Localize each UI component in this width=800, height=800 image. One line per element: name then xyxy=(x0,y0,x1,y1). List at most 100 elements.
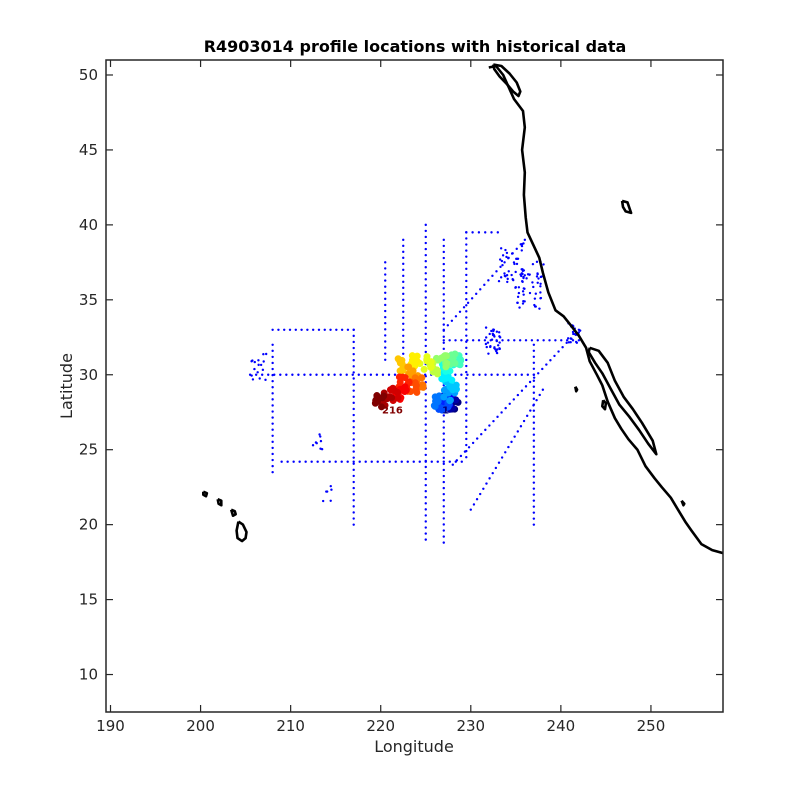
historical-point xyxy=(454,373,457,376)
historical-point xyxy=(402,322,405,325)
historical-point xyxy=(466,301,470,305)
historical-point xyxy=(532,373,536,376)
coastline-layer xyxy=(202,63,723,555)
historical-point xyxy=(532,475,536,478)
historical-point xyxy=(442,535,445,538)
historical-point xyxy=(465,285,468,289)
historical-point xyxy=(317,328,321,331)
historical-point xyxy=(352,505,355,508)
historical-point xyxy=(352,395,355,398)
historical-point xyxy=(504,248,507,252)
historical-point xyxy=(484,231,487,234)
historical-point xyxy=(384,303,387,307)
historical-point xyxy=(532,427,536,430)
historical-point xyxy=(500,259,504,263)
historical-point xyxy=(465,358,468,362)
historical-point xyxy=(501,263,504,267)
historical-point xyxy=(352,419,355,423)
historical-point xyxy=(306,328,309,331)
float-profile-point xyxy=(391,387,399,395)
historical-point xyxy=(526,373,530,376)
float-profile-point xyxy=(433,368,441,376)
historical-point xyxy=(490,338,494,341)
historical-point xyxy=(560,339,563,342)
historical-point xyxy=(424,520,427,523)
historical-point xyxy=(526,273,530,276)
historical-point xyxy=(424,235,427,239)
historical-point xyxy=(465,370,468,374)
historical-point xyxy=(532,511,536,514)
historical-point xyxy=(402,346,405,349)
historical-point xyxy=(424,483,427,487)
historical-point xyxy=(424,229,427,233)
historical-point xyxy=(352,340,355,344)
float-profile-point xyxy=(380,392,388,400)
historical-point xyxy=(384,315,387,319)
historical-point xyxy=(424,477,427,481)
historical-point xyxy=(442,499,445,502)
historical-point xyxy=(575,341,579,345)
historical-point xyxy=(442,317,445,320)
historical-point xyxy=(484,428,487,432)
historical-point xyxy=(472,503,476,506)
historical-point xyxy=(384,273,387,276)
historical-point xyxy=(465,395,468,398)
historical-point xyxy=(319,435,322,438)
historical-point xyxy=(531,281,534,284)
historical-point xyxy=(501,339,504,342)
historical-point xyxy=(352,413,355,417)
historical-point xyxy=(554,339,557,342)
historical-point xyxy=(424,465,427,469)
coastline-guadalupe-island xyxy=(574,386,579,393)
historical-point xyxy=(384,358,387,361)
historical-point xyxy=(311,444,315,447)
historical-point xyxy=(271,428,274,431)
historical-point xyxy=(460,339,463,342)
y-tick-label: 45 xyxy=(79,141,98,159)
historical-point xyxy=(529,409,532,412)
historical-point xyxy=(424,314,427,317)
historical-point xyxy=(352,407,355,411)
historical-point xyxy=(334,460,337,463)
historical-point xyxy=(442,505,445,508)
historical-point xyxy=(465,334,468,337)
historical-point xyxy=(352,468,355,472)
historical-point xyxy=(442,323,445,326)
historical-point xyxy=(500,411,503,414)
historical-point xyxy=(506,277,509,281)
historical-point xyxy=(442,341,445,345)
historical-point xyxy=(498,341,501,344)
x-axis-label: Longitude xyxy=(374,737,454,756)
historical-point xyxy=(424,399,427,402)
y-tick-label: 25 xyxy=(79,441,98,459)
float-profile-point xyxy=(418,374,426,382)
historical-point xyxy=(532,439,536,442)
historical-point xyxy=(510,252,514,255)
historical-point xyxy=(496,373,499,376)
historical-point xyxy=(515,247,518,251)
historical-point xyxy=(339,373,342,376)
historical-point xyxy=(424,266,427,269)
historical-point xyxy=(384,309,387,313)
historical-point xyxy=(286,460,289,463)
historical-point xyxy=(271,416,274,419)
historical-point xyxy=(479,288,482,291)
historical-point xyxy=(442,274,445,278)
historical-point xyxy=(402,250,405,254)
historical-point xyxy=(262,360,265,363)
historical-point xyxy=(402,280,405,284)
y-tick-label: 30 xyxy=(79,366,98,384)
x-tick-label: 210 xyxy=(276,717,305,735)
coastline-lake-tahoe xyxy=(620,199,633,215)
historical-point xyxy=(477,231,481,234)
historical-point xyxy=(402,316,405,320)
historical-point xyxy=(465,322,468,325)
historical-point xyxy=(335,328,338,331)
historical-point xyxy=(486,341,490,344)
historical-point xyxy=(450,319,454,322)
historical-point xyxy=(352,462,355,465)
historical-point xyxy=(533,297,537,300)
historical-point xyxy=(364,460,367,463)
historical-point xyxy=(442,244,445,248)
historical-point xyxy=(480,433,483,436)
